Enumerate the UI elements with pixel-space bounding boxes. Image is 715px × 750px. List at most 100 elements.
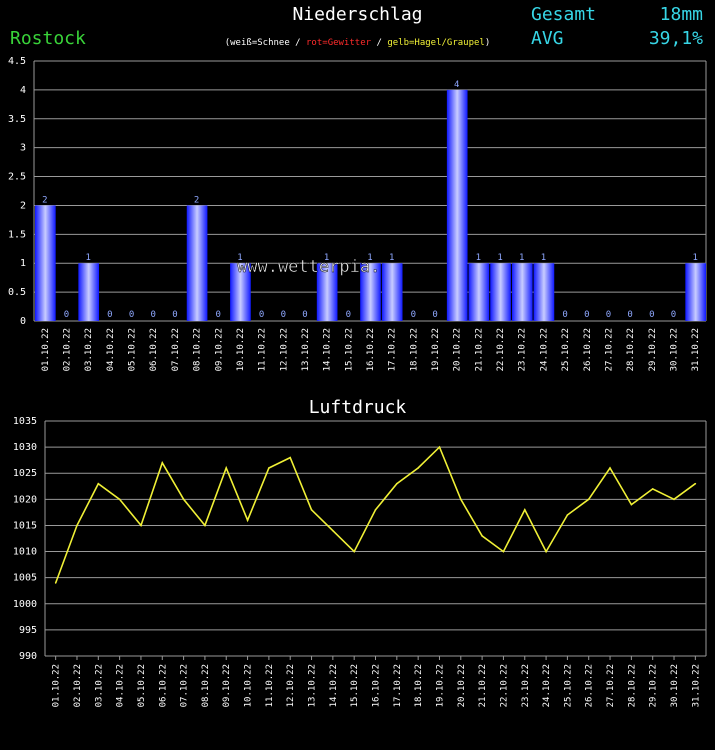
precip-data-label: 0 <box>346 310 351 320</box>
pressure-xtick-label: 04.10.22 <box>116 664 126 707</box>
pressure-xtick-label: 05.10.22 <box>137 664 147 707</box>
precip-bar <box>490 263 511 321</box>
pressure-xtick-label: 25.10.22 <box>563 664 573 707</box>
pressure-xtick-label: 22.10.22 <box>499 664 509 707</box>
pressure-xtick-label: 28.10.22 <box>627 664 637 707</box>
pressure-point <box>673 498 675 501</box>
precip-bar <box>35 205 56 321</box>
pressure-xtick-label: 07.10.22 <box>180 664 190 707</box>
precip-xtick-label: 26.10.22 <box>583 328 593 371</box>
precip-data-label: 1 <box>237 253 242 263</box>
precip-bar <box>78 263 100 321</box>
pressure-point <box>502 550 505 553</box>
pressure-point <box>374 508 377 511</box>
pressure-point <box>225 467 228 469</box>
pressure-ytick-label: 1000 <box>13 599 37 610</box>
pressure-line <box>54 445 697 584</box>
pressure-xtick-label: 08.10.22 <box>201 664 211 707</box>
pressure-xtick-label: 18.10.22 <box>414 664 424 707</box>
precip-data-label: 0 <box>584 310 589 320</box>
precip-bar <box>230 263 251 321</box>
pressure-point <box>54 582 57 584</box>
precip-data-label: 4 <box>454 80 459 90</box>
precip-xtick-label: 28.10.22 <box>626 328 636 371</box>
precip-xtick-label: 07.10.22 <box>171 328 181 371</box>
precip-bar <box>186 205 208 321</box>
pressure-ytick-label: 1020 <box>13 494 37 505</box>
pressure-ytick-label: 1030 <box>13 442 37 453</box>
precip-data-label: 1 <box>389 253 394 263</box>
precip-xtick-label: 12.10.22 <box>279 328 289 371</box>
pressure-xtick-label: 10.10.22 <box>244 664 254 707</box>
precip-data-label: 0 <box>64 310 69 320</box>
precip-xtick-label: 29.10.22 <box>648 328 658 371</box>
pressure-xtick-label: 13.10.22 <box>308 664 318 707</box>
pressure-xtick-label: 02.10.22 <box>73 664 83 707</box>
precip-xtick-label: 05.10.22 <box>128 328 138 371</box>
precip-ytick-label: 1 <box>20 258 26 269</box>
precip-data-label: 0 <box>281 310 286 320</box>
pressure-point <box>204 524 206 527</box>
precip-bar <box>685 263 706 321</box>
precip-ytick-label: 3.5 <box>8 114 26 125</box>
pressure-xtick-label: 20.10.22 <box>457 664 467 707</box>
precip-axis: 0 0.5 1 1.5 2 2.5 3 3.5 4 4.5 01.10.22 02.10.22 03.1… <box>8 56 701 371</box>
pressure-xtick-label: 16.10.22 <box>372 664 382 707</box>
total-value: 18mm <box>659 4 703 25</box>
precip-xtick-label: 30.10.22 <box>669 328 679 371</box>
precip-xtick-label: 16.10.22 <box>366 328 376 371</box>
precip-bar <box>468 263 490 321</box>
precip-xtick-label: 14.10.22 <box>323 328 333 371</box>
pressure-ytick-label: 995 <box>19 625 37 636</box>
legend-thunder: rot=Gewitter <box>306 38 372 48</box>
pressure-xtick-label: 30.10.22 <box>670 664 680 707</box>
precip-data-label: 1 <box>541 253 546 263</box>
pressure-xtick-label: 21.10.22 <box>478 664 488 707</box>
pressure-point <box>246 519 249 522</box>
pressure-point <box>97 482 100 485</box>
pressure-xtick-label: 24.10.22 <box>542 664 552 707</box>
pressure-xtick-label: 03.10.22 <box>94 664 104 707</box>
precip-data-label: 2 <box>42 195 47 205</box>
precip-data-label: 0 <box>606 310 611 320</box>
pressure-ytick-label: 990 <box>19 651 37 662</box>
precip-ytick-label: 4.5 <box>8 56 26 67</box>
pressure-grid <box>44 420 707 657</box>
precip-xtick-label: 20.10.22 <box>453 328 463 371</box>
precip-ytick-label: 0 <box>20 316 26 327</box>
pressure-point <box>545 550 547 553</box>
precip-ytick-label: 0.5 <box>8 287 26 298</box>
pressure-xtick-label: 19.10.22 <box>435 664 445 707</box>
precip-legend: (weiß=Schnee / rot=Gewitter / gelb=Hagel… <box>0 38 715 48</box>
precip-bar <box>360 263 381 321</box>
pressure-xtick-label: 17.10.22 <box>393 664 403 707</box>
precip-xtick-label: 02.10.22 <box>63 328 73 371</box>
pressure-chart-title: Luftdruck <box>308 397 407 418</box>
precip-ytick-label: 4 <box>20 85 26 96</box>
pressure-point <box>289 456 292 459</box>
pressure-axis: 990 995 1000 1005 1010 1015 1020 1025 1030 1035 01… <box>13 416 701 707</box>
precip-xtick-label: 03.10.22 <box>84 328 94 371</box>
pressure-xtick-label: 12.10.22 <box>286 664 296 707</box>
pressure-point <box>161 461 164 464</box>
pressure-point <box>566 514 569 516</box>
precip-xtick-label: 17.10.22 <box>388 328 398 371</box>
precip-data-label: 1 <box>324 253 329 263</box>
pressure-xtick-label: 23.10.22 <box>521 664 531 707</box>
pressure-point <box>396 482 398 485</box>
precip-xtick-label: 25.10.22 <box>561 328 571 371</box>
precip-data-label: 2 <box>194 195 199 205</box>
precip-ytick-label: 3 <box>20 143 26 154</box>
precip-chart-title: Niederschlag <box>292 4 423 25</box>
pressure-point <box>76 524 78 527</box>
precip-xtick-label: 04.10.22 <box>106 328 116 371</box>
legend-open: ( <box>224 38 231 48</box>
pressure-point <box>182 498 185 501</box>
pressure-xtick-label: 11.10.22 <box>265 664 275 707</box>
pressure-xtick-label: 26.10.22 <box>585 664 595 707</box>
avg-label: AVG <box>531 28 564 49</box>
pressure-xtick-label: 09.10.22 <box>222 664 232 707</box>
pressure-ytick-label: 1035 <box>13 416 37 427</box>
legend-sep-1: / <box>289 38 307 48</box>
